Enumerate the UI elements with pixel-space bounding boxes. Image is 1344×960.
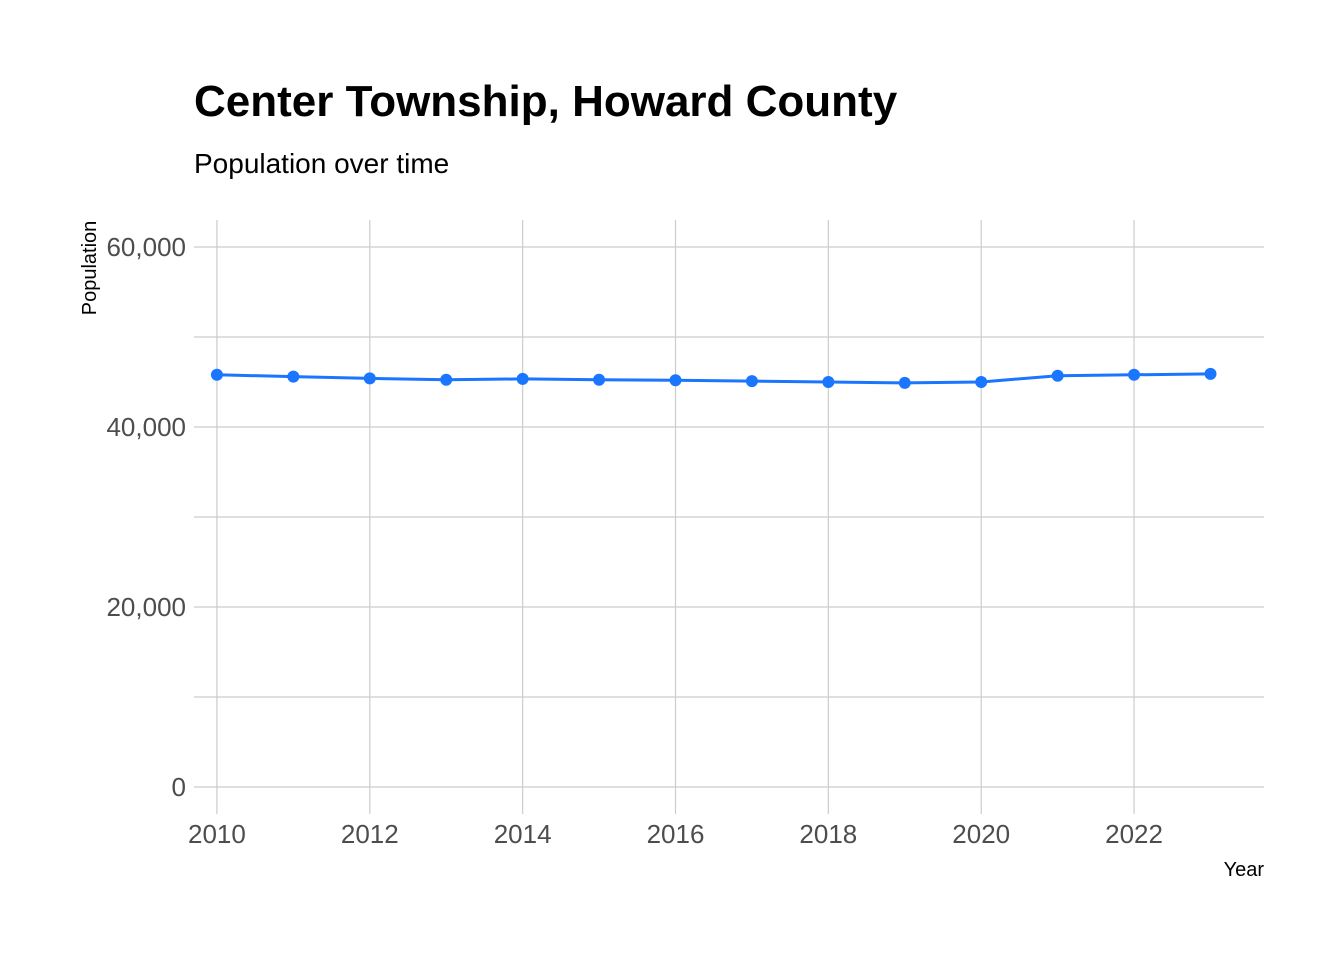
x-tick-label: 2010: [188, 819, 246, 849]
data-point-2016: [669, 374, 682, 387]
data-point-2014: [516, 372, 529, 385]
y-tick-label: 60,000: [106, 232, 186, 262]
y-tick-label: 0: [172, 772, 186, 802]
series-line: [216, 372, 1211, 385]
data-point-2022: [1128, 368, 1141, 381]
chart-subtitle: Population over time: [194, 148, 449, 179]
data-point-2023: [1204, 367, 1217, 380]
data-point-2010: [210, 368, 223, 381]
data-point-2018: [822, 376, 835, 388]
axis-ticks: 0 20,000 40,000 60,000 2010 2012 2014 2016 2018 2…: [106, 232, 1163, 849]
data-point-2013: [440, 373, 453, 386]
data-point-2021: [1051, 369, 1064, 382]
data-point-2015: [593, 373, 606, 386]
x-tick-label: 2016: [647, 819, 705, 849]
data-point-2012: [363, 372, 376, 385]
chart-title: Center Township, Howard County: [194, 77, 898, 126]
x-axis-title: Year: [1224, 859, 1265, 881]
x-tick-label: 2014: [494, 819, 552, 849]
y-axis-title: Population: [79, 221, 101, 316]
x-tick-label: 2022: [1105, 819, 1163, 849]
x-tick-label: 2012: [341, 819, 399, 849]
data-point-2020: [975, 376, 988, 388]
y-tick-label: 20,000: [106, 592, 186, 622]
data-point-2019: [898, 376, 911, 389]
data-point-2017: [745, 375, 758, 388]
x-tick-label: 2020: [952, 819, 1010, 849]
y-tick-label: 40,000: [106, 412, 186, 442]
data-point-2011: [287, 370, 300, 383]
x-tick-label: 2018: [799, 819, 857, 849]
gridlines: [194, 220, 1264, 814]
series-population: [210, 367, 1217, 389]
